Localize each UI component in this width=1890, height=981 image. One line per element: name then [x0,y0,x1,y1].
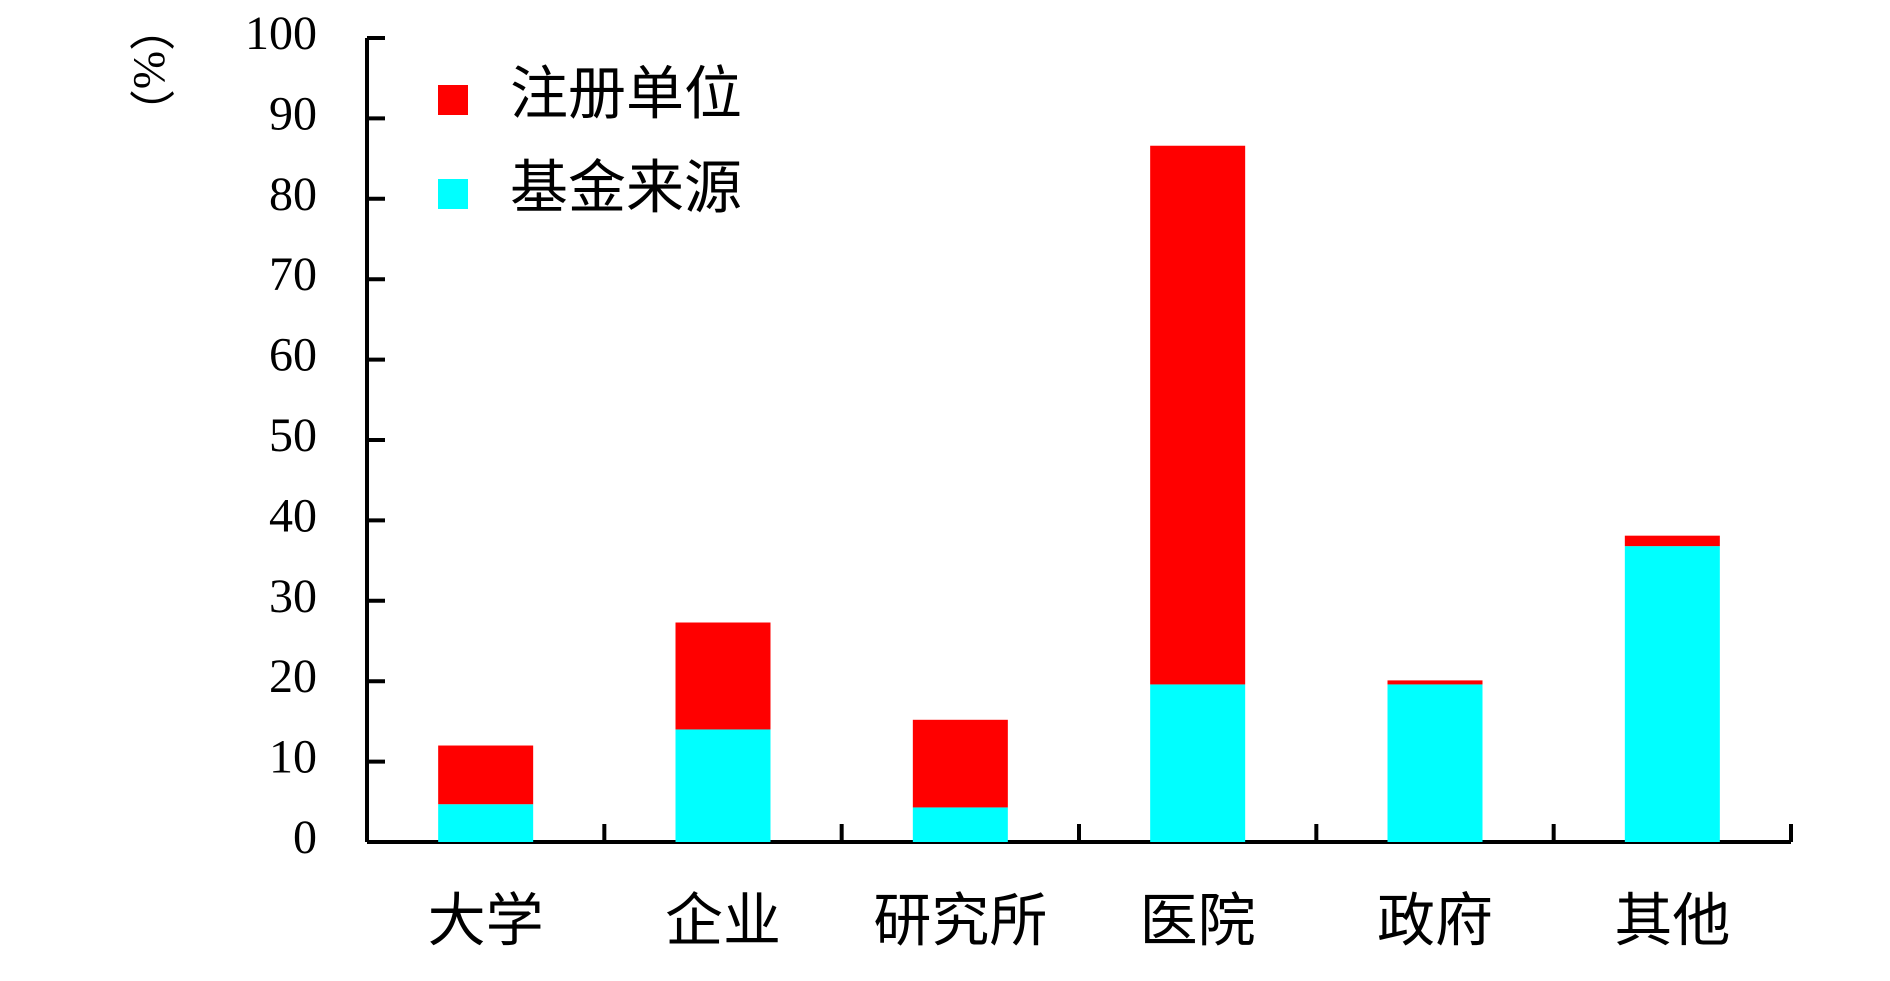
bar-segment [1624,546,1720,842]
x-tick-label: 医院 [1140,888,1256,953]
y-tick-label: 30 [269,570,317,623]
x-tick-label: 其他 [1614,888,1730,953]
y-tick-label: 70 [269,248,317,301]
bar-segment [1150,145,1246,685]
y-tick-label: 100 [245,7,317,60]
bar-segment [438,804,534,842]
y-tick-label: 10 [269,731,317,784]
x-tick-label: 企业 [665,888,781,953]
bar-segment [912,807,1008,842]
y-tick-label: 80 [269,168,317,221]
y-tick-label: 50 [269,409,317,462]
y-tick-label: 40 [269,489,317,542]
bar-segment [675,729,771,842]
x-tick-label: 研究所 [873,888,1047,953]
legend-swatch [438,85,468,115]
y-tick-label: 20 [269,650,317,703]
y-tick-label: 60 [269,329,317,382]
x-tick-label: 政府 [1377,888,1493,953]
bar-segment [1387,680,1483,685]
y-tick-label: 0 [293,811,317,864]
bar-segment [1387,684,1483,842]
x-tick-label: 大学 [428,888,544,953]
y-tick-label: 90 [269,87,317,140]
legend-swatch [438,179,468,209]
bar-segment [438,745,534,805]
legend-label: 基金来源 [510,155,742,220]
bar-segment [1150,684,1246,842]
y-axis-label: （%） [124,5,175,135]
legend-label: 注册单位 [510,61,742,126]
bar-segment [912,719,1008,808]
bar-segment [1624,535,1720,547]
bar-segment [675,622,771,730]
